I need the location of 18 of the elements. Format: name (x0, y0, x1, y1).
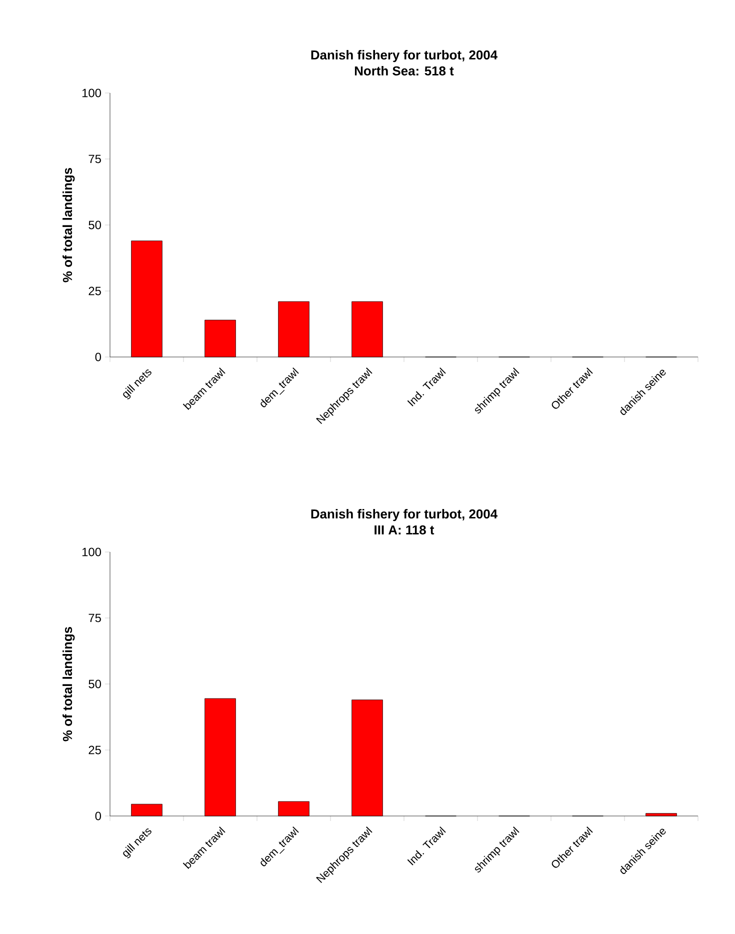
y-tick-label: 0 (95, 812, 102, 820)
y-tick-label: 75 (88, 154, 101, 164)
y-tick-label: 0 (95, 352, 102, 362)
chart-title: Danish fishery for turbot, 2004 (311, 50, 498, 62)
y-tick-label: 75 (88, 614, 101, 622)
y-tick-label: 25 (88, 746, 101, 754)
chart-subtitle: North Sea: 518 t (354, 66, 454, 76)
x-tick-label: gill nets (123, 370, 152, 400)
y-tick-label: 25 (88, 286, 101, 296)
chart-subtitle: III A: 118 t (374, 525, 434, 534)
y-tick-label: 50 (88, 680, 102, 688)
chart-title: Danish fishery for turbot, 2004 (311, 509, 498, 522)
y-axis-title: % of total landings (62, 626, 75, 742)
y-tick-label: 100 (82, 548, 102, 556)
y-tick-label: 50 (88, 220, 102, 230)
y-tick-label: 100 (82, 88, 102, 98)
x-tick-label: gill nets (123, 828, 152, 858)
y-axis-title: % of total landings (62, 168, 75, 282)
